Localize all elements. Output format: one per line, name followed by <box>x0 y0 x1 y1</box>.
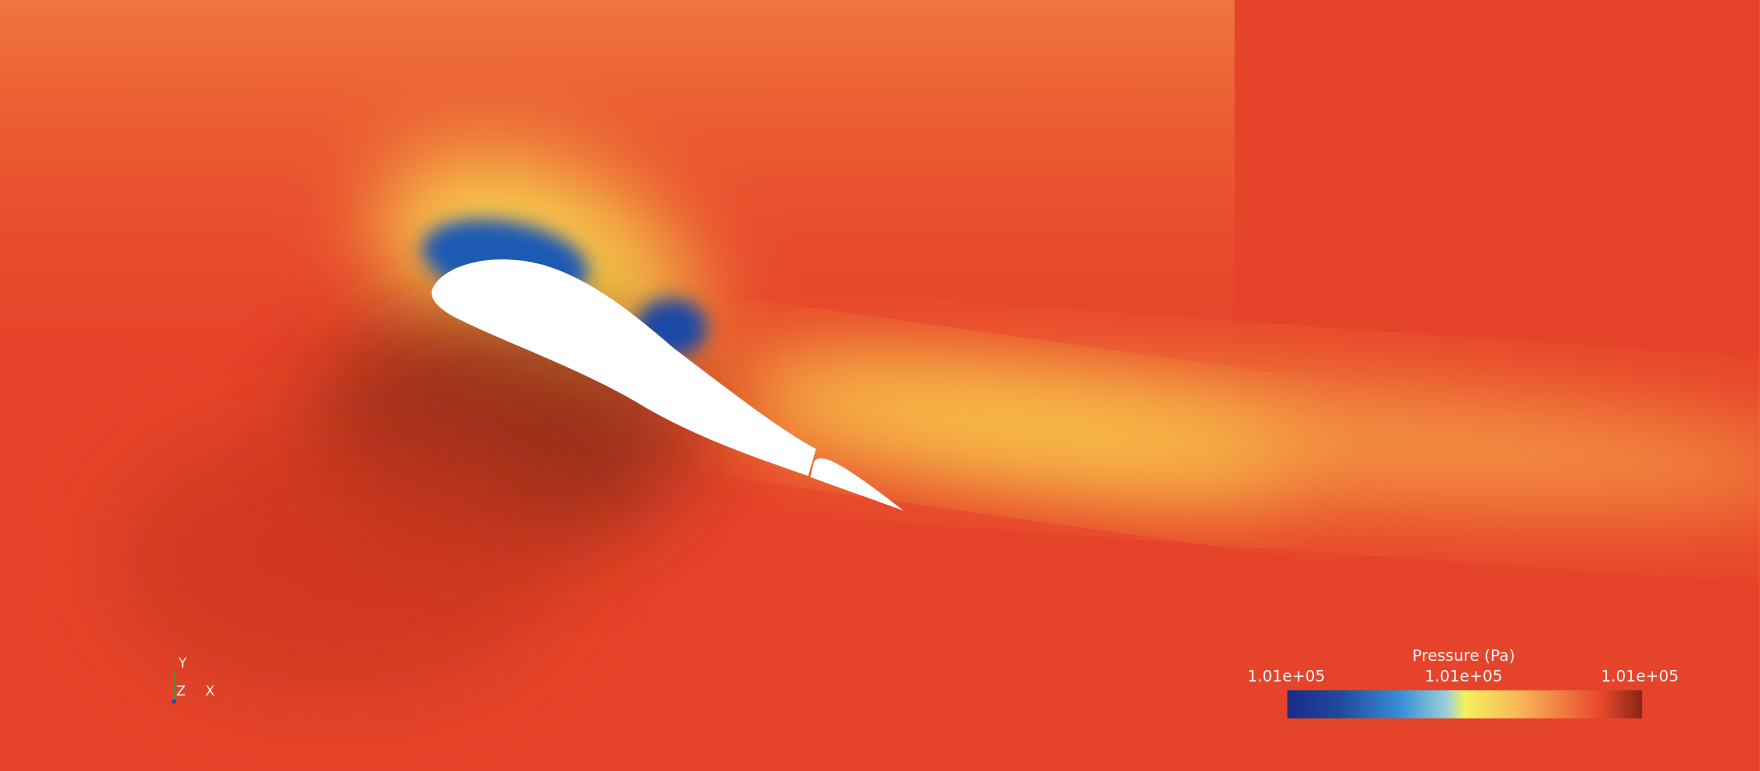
z-axis-dot <box>171 699 177 704</box>
color-bar <box>1287 690 1643 719</box>
wake-core <box>721 366 1300 487</box>
pressure-region-outer <box>112 426 562 696</box>
legend-title: Pressure (Pa) <box>1412 646 1515 665</box>
legend-tick-label: 1.01e+05 <box>1601 666 1679 685</box>
axis-label: X <box>205 684 214 699</box>
legend-tick-label: 1.01e+05 <box>1247 666 1325 685</box>
airfoil-main <box>431 259 816 476</box>
legend-tick-label: 1.01e+05 <box>1425 666 1503 685</box>
color-legend: Pressure (Pa) 1.01e+05 1.01e+05 1.01e+05 <box>1247 646 1679 719</box>
axis-label: Z <box>176 684 185 699</box>
airfoil-flap <box>810 458 904 511</box>
axis-label: Y <box>177 656 187 671</box>
axes-triad: Y Z X <box>171 656 215 704</box>
